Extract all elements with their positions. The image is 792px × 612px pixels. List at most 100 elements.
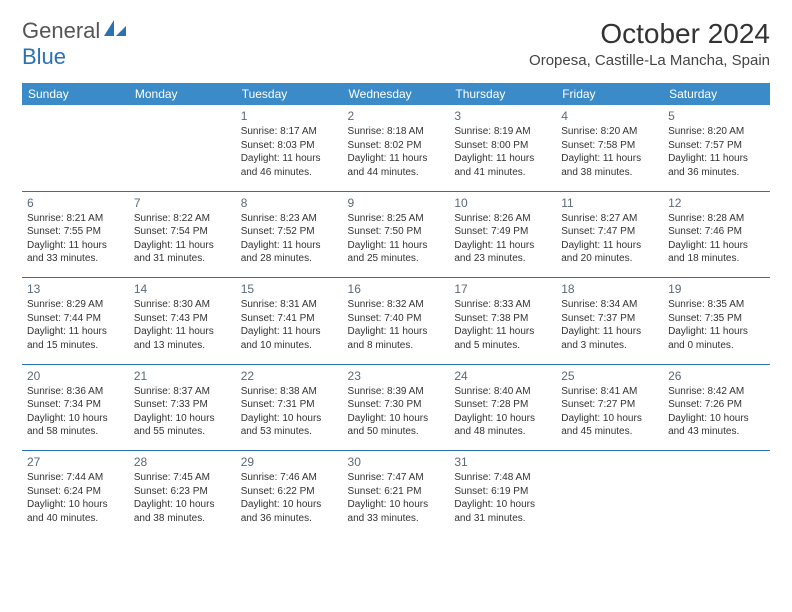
day-number: 13 [27, 281, 124, 297]
day-header: Tuesday [236, 83, 343, 105]
sunrise-text: Sunrise: 8:30 AM [134, 298, 231, 312]
daylight-text: Daylight: 10 hours [348, 498, 445, 512]
daylight-text: and 33 minutes. [348, 512, 445, 526]
day-number: 22 [241, 368, 338, 384]
day-number: 20 [27, 368, 124, 384]
daylight-text: and 31 minutes. [454, 512, 551, 526]
calendar-cell: 20Sunrise: 8:36 AMSunset: 7:34 PMDayligh… [22, 365, 129, 451]
calendar-cell: 17Sunrise: 8:33 AMSunset: 7:38 PMDayligh… [449, 278, 556, 364]
calendar-cell: 11Sunrise: 8:27 AMSunset: 7:47 PMDayligh… [556, 192, 663, 278]
daylight-text: and 43 minutes. [668, 425, 765, 439]
calendar-cell: 18Sunrise: 8:34 AMSunset: 7:37 PMDayligh… [556, 278, 663, 364]
sunset-text: Sunset: 6:19 PM [454, 485, 551, 499]
sunrise-text: Sunrise: 8:19 AM [454, 125, 551, 139]
sunset-text: Sunset: 7:40 PM [348, 312, 445, 326]
sunrise-text: Sunrise: 7:48 AM [454, 471, 551, 485]
day-number: 3 [454, 108, 551, 124]
calendar-cell: 12Sunrise: 8:28 AMSunset: 7:46 PMDayligh… [663, 192, 770, 278]
calendar-cell: 31Sunrise: 7:48 AMSunset: 6:19 PMDayligh… [449, 451, 556, 537]
sunrise-text: Sunrise: 8:33 AM [454, 298, 551, 312]
day-number: 12 [668, 195, 765, 211]
daylight-text: Daylight: 11 hours [348, 325, 445, 339]
sunrise-text: Sunrise: 8:39 AM [348, 385, 445, 399]
daylight-text: and 53 minutes. [241, 425, 338, 439]
daylight-text: and 3 minutes. [561, 339, 658, 353]
calendar-cell: 1Sunrise: 8:17 AMSunset: 8:03 PMDaylight… [236, 105, 343, 191]
daylight-text: and 13 minutes. [134, 339, 231, 353]
logo-text: General Blue [22, 18, 126, 70]
brand-logo: General Blue [22, 18, 126, 70]
sunrise-text: Sunrise: 8:40 AM [454, 385, 551, 399]
sunset-text: Sunset: 7:26 PM [668, 398, 765, 412]
sunrise-text: Sunrise: 8:26 AM [454, 212, 551, 226]
calendar-week-row: 27Sunrise: 7:44 AMSunset: 6:24 PMDayligh… [22, 451, 770, 537]
sunrise-text: Sunrise: 7:46 AM [241, 471, 338, 485]
daylight-text: Daylight: 10 hours [27, 498, 124, 512]
calendar-cell [22, 105, 129, 191]
calendar-cell: 24Sunrise: 8:40 AMSunset: 7:28 PMDayligh… [449, 365, 556, 451]
day-number: 6 [27, 195, 124, 211]
calendar-cell: 29Sunrise: 7:46 AMSunset: 6:22 PMDayligh… [236, 451, 343, 537]
sunrise-text: Sunrise: 8:20 AM [561, 125, 658, 139]
calendar-cell: 5Sunrise: 8:20 AMSunset: 7:57 PMDaylight… [663, 105, 770, 191]
daylight-text: Daylight: 11 hours [668, 325, 765, 339]
sunset-text: Sunset: 7:28 PM [454, 398, 551, 412]
daylight-text: Daylight: 11 hours [454, 239, 551, 253]
daylight-text: Daylight: 11 hours [27, 325, 124, 339]
calendar-cell [556, 451, 663, 537]
day-number: 21 [134, 368, 231, 384]
daylight-text: and 48 minutes. [454, 425, 551, 439]
calendar-page: General Blue October 2024 Oropesa, Casti… [0, 0, 792, 555]
sunset-text: Sunset: 8:00 PM [454, 139, 551, 153]
daylight-text: Daylight: 11 hours [241, 152, 338, 166]
day-header: Wednesday [343, 83, 450, 105]
daylight-text: and 50 minutes. [348, 425, 445, 439]
daylight-text: and 5 minutes. [454, 339, 551, 353]
calendar-cell: 13Sunrise: 8:29 AMSunset: 7:44 PMDayligh… [22, 278, 129, 364]
day-number: 15 [241, 281, 338, 297]
daylight-text: and 46 minutes. [241, 166, 338, 180]
sunset-text: Sunset: 8:03 PM [241, 139, 338, 153]
day-number: 2 [348, 108, 445, 124]
sunrise-text: Sunrise: 8:41 AM [561, 385, 658, 399]
month-title: October 2024 [529, 18, 770, 50]
sail-icon [104, 18, 126, 44]
daylight-text: Daylight: 11 hours [134, 239, 231, 253]
daylight-text: Daylight: 10 hours [27, 412, 124, 426]
sunrise-text: Sunrise: 7:47 AM [348, 471, 445, 485]
calendar-week-row: 6Sunrise: 8:21 AMSunset: 7:55 PMDaylight… [22, 192, 770, 278]
day-number: 31 [454, 454, 551, 470]
daylight-text: Daylight: 10 hours [134, 412, 231, 426]
sunset-text: Sunset: 7:38 PM [454, 312, 551, 326]
sunset-text: Sunset: 7:31 PM [241, 398, 338, 412]
daylight-text: and 31 minutes. [134, 252, 231, 266]
day-number: 14 [134, 281, 231, 297]
calendar-week-row: 1Sunrise: 8:17 AMSunset: 8:03 PMDaylight… [22, 105, 770, 191]
daylight-text: and 15 minutes. [27, 339, 124, 353]
sunrise-text: Sunrise: 8:38 AM [241, 385, 338, 399]
day-number: 23 [348, 368, 445, 384]
calendar-cell: 21Sunrise: 8:37 AMSunset: 7:33 PMDayligh… [129, 365, 236, 451]
calendar-table: Sunday Monday Tuesday Wednesday Thursday… [22, 83, 770, 537]
sunset-text: Sunset: 7:35 PM [668, 312, 765, 326]
day-number: 11 [561, 195, 658, 211]
daylight-text: Daylight: 11 hours [668, 152, 765, 166]
sunrise-text: Sunrise: 8:27 AM [561, 212, 658, 226]
daylight-text: and 20 minutes. [561, 252, 658, 266]
sunrise-text: Sunrise: 8:35 AM [668, 298, 765, 312]
daylight-text: and 38 minutes. [134, 512, 231, 526]
calendar-cell: 4Sunrise: 8:20 AMSunset: 7:58 PMDaylight… [556, 105, 663, 191]
calendar-body: 1Sunrise: 8:17 AMSunset: 8:03 PMDaylight… [22, 105, 770, 537]
daylight-text: and 44 minutes. [348, 166, 445, 180]
day-header: Thursday [449, 83, 556, 105]
daylight-text: and 58 minutes. [27, 425, 124, 439]
day-number: 29 [241, 454, 338, 470]
calendar-cell: 19Sunrise: 8:35 AMSunset: 7:35 PMDayligh… [663, 278, 770, 364]
daylight-text: Daylight: 11 hours [561, 325, 658, 339]
day-number: 1 [241, 108, 338, 124]
sunrise-text: Sunrise: 8:17 AM [241, 125, 338, 139]
daylight-text: and 36 minutes. [668, 166, 765, 180]
sunrise-text: Sunrise: 8:20 AM [668, 125, 765, 139]
daylight-text: and 18 minutes. [668, 252, 765, 266]
daylight-text: and 8 minutes. [348, 339, 445, 353]
